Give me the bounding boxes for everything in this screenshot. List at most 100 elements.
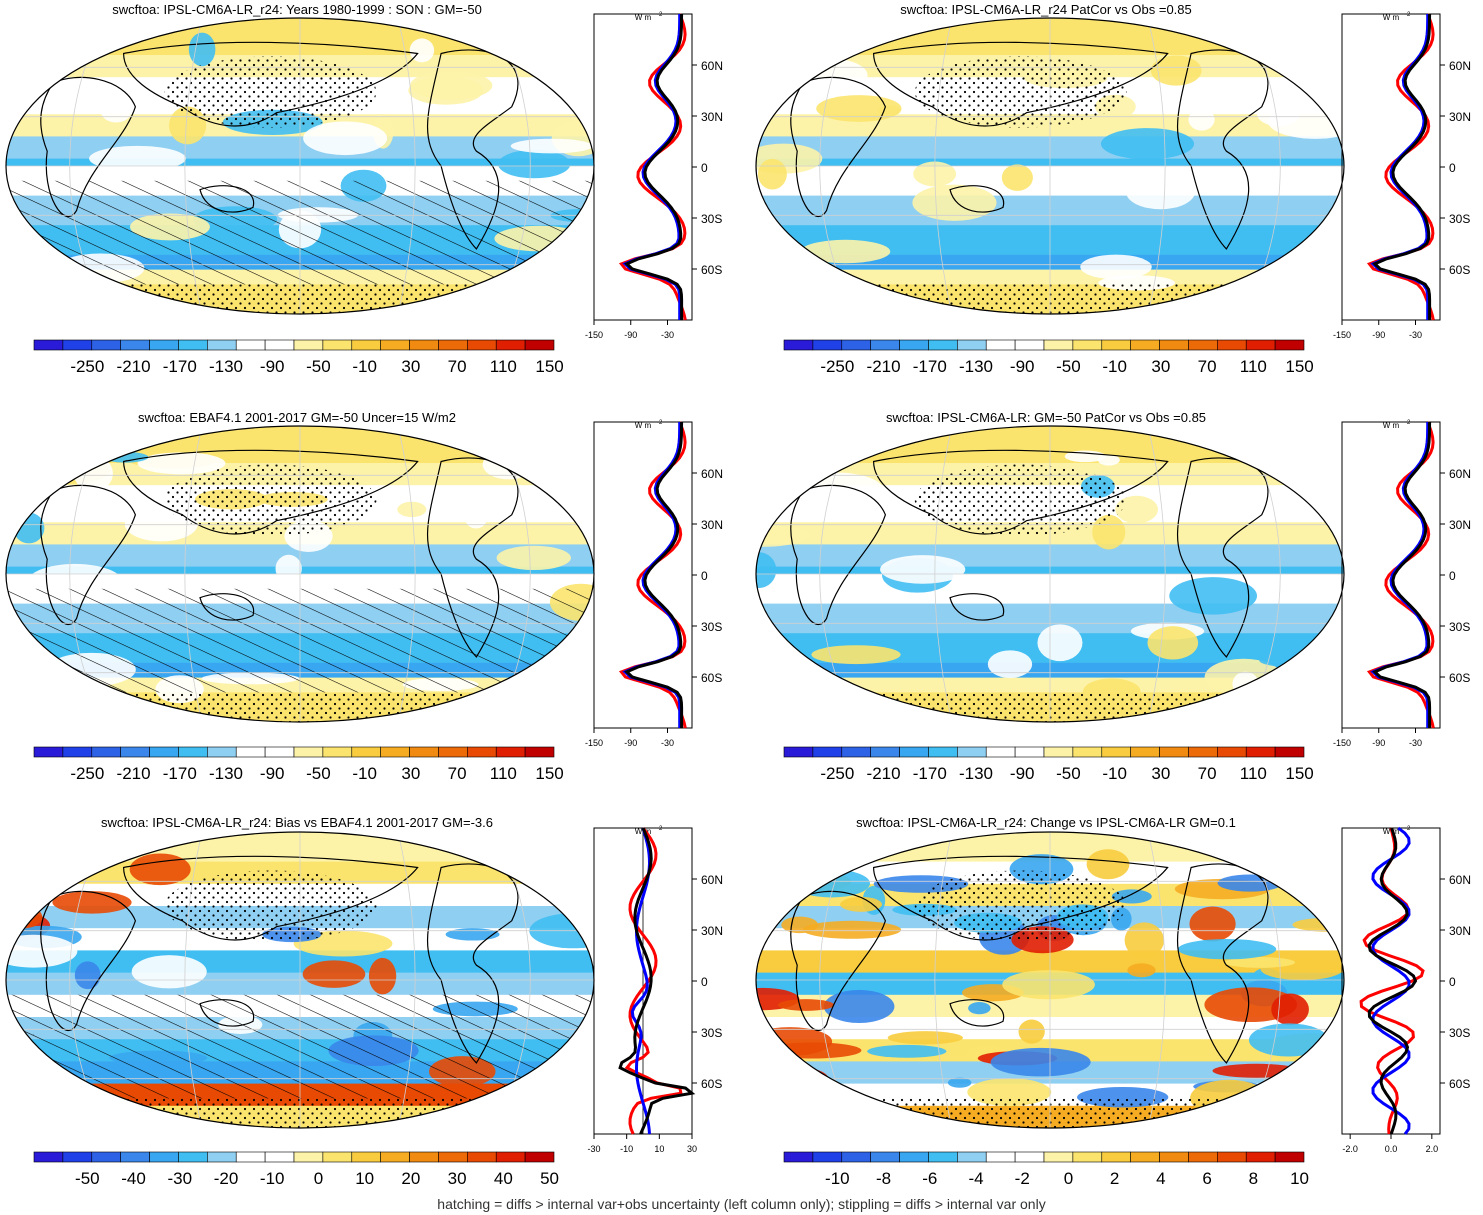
colorbar-swatch [264, 1151, 295, 1163]
colorbar-label: -50 [1056, 764, 1081, 783]
colorbar-swatch [178, 339, 208, 351]
colorbar-label: -90 [260, 357, 285, 376]
colorbar-label: -250 [820, 764, 854, 783]
colorbar-label: -170 [913, 357, 947, 376]
colorbar-label: -250 [70, 764, 104, 783]
profile-tick-label: -30 [661, 330, 674, 340]
colorbar-swatch [91, 746, 121, 758]
colorbar-swatch [841, 1151, 871, 1163]
panel-title: swcftoa: IPSL-CM6A-LR_r24: Bias vs EBAF4… [101, 815, 493, 830]
profile-lat-label: 0 [701, 161, 708, 175]
colorbar-swatch [1014, 746, 1045, 758]
colorbar-label: 4 [1156, 1169, 1165, 1188]
colorbar-label: 20 [401, 1169, 420, 1188]
colorbar-swatch [120, 1151, 150, 1163]
colorbar-swatch [409, 339, 439, 351]
colorbar-label: -90 [260, 764, 285, 783]
colorbar-swatch [1101, 1151, 1131, 1163]
map-field [756, 426, 1344, 722]
footer-note: hatching = diffs > internal var+obs unce… [437, 1196, 1046, 1212]
profile-lat-label: 30N [701, 110, 723, 124]
panel-title: swcftoa: IPSL-CM6A-LR_r24: Years 1980-19… [112, 2, 482, 17]
map-field [6, 832, 594, 1128]
colorbar-swatch [1043, 339, 1074, 351]
profile-lat-label: 60S [1449, 671, 1470, 685]
colorbar-swatch [322, 339, 353, 351]
colorbar-swatch [149, 339, 179, 351]
profile-lat-label: 60S [1449, 1077, 1470, 1091]
profile-lat-label: 60S [701, 263, 722, 277]
colorbar-swatch [1101, 746, 1131, 758]
profile-lat-label: 30S [1449, 212, 1470, 226]
profile-tick-label: 2.0 [1426, 1144, 1439, 1154]
colorbar-swatch [351, 1151, 381, 1163]
colorbar-label: 110 [1240, 357, 1267, 376]
colorbar-swatch [1159, 746, 1189, 758]
profile-tick-label: -90 [1372, 330, 1385, 340]
colorbar-label: -210 [117, 357, 151, 376]
colorbar-swatch [62, 746, 93, 758]
colorbar-label: -10 [260, 1169, 285, 1188]
colorbar-label: 30 [1151, 357, 1170, 376]
profile-lat-label: 60S [1449, 263, 1470, 277]
zonal-profile: W m -2 60N 30N 0 30S 60S -150 -90 -30 [585, 420, 723, 748]
colorbar-swatch [467, 746, 497, 758]
colorbar-label: -10 [352, 764, 377, 783]
colorbar-swatch [870, 1151, 900, 1163]
profile-lat-label: 60N [701, 467, 723, 481]
colorbar-swatch [495, 339, 526, 351]
colorbar-swatch [264, 339, 295, 351]
colorbar-swatch [293, 339, 324, 351]
colorbar-swatch [1217, 1151, 1247, 1163]
colorbar-label: -40 [121, 1169, 146, 1188]
profile-lat-label: 60S [701, 671, 722, 685]
colorbar-label: -8 [876, 1169, 891, 1188]
colorbar-label: -4 [968, 1169, 983, 1188]
profile-tick-label: -10 [620, 1144, 633, 1154]
colorbar-label: -20 [214, 1169, 239, 1188]
colorbar-swatch [380, 746, 410, 758]
colorbar-swatch [409, 746, 439, 758]
colorbar-label: 150 [1285, 764, 1313, 783]
colorbar: -50 -40 -30 -20 -10 0 10 20 30 40 50 [33, 1151, 559, 1188]
colorbar-swatch [120, 746, 150, 758]
colorbar-label: -50 [306, 764, 331, 783]
colorbar-swatch [899, 746, 929, 758]
colorbar-swatch [1043, 746, 1074, 758]
colorbar-swatch [1043, 1151, 1074, 1163]
colorbar-label: -10 [352, 357, 377, 376]
colorbar-label: 10 [1290, 1169, 1309, 1188]
colorbar-label: 40 [494, 1169, 513, 1188]
profile-mean-line [1372, 13, 1432, 320]
profile-lat-label: 30N [1449, 110, 1471, 124]
colorbar-swatch [33, 746, 64, 758]
profile-lat-label: 30S [701, 212, 722, 226]
colorbar-label: 110 [1240, 764, 1267, 783]
colorbar-swatch [62, 1151, 93, 1163]
map-border [755, 425, 1345, 723]
colorbar-swatch [438, 339, 468, 351]
colorbar-label: -170 [163, 764, 197, 783]
colorbar-swatch [870, 746, 900, 758]
colorbar-swatch [235, 746, 266, 758]
panel-1: swcftoa: IPSL-CM6A-LR_r24: Years 1980-19… [5, 2, 723, 376]
colorbar-label: 30 [401, 764, 420, 783]
profile-lat-label: 60N [1449, 873, 1471, 887]
colorbar-label: 30 [1151, 764, 1170, 783]
map-field [6, 426, 594, 722]
colorbar-swatch [178, 1151, 208, 1163]
colorbar-label: -50 [75, 1169, 100, 1188]
profile-lat-label: 30S [1449, 620, 1470, 634]
profile-tick-label: -90 [624, 330, 637, 340]
profile-unit-exp: -2 [1405, 12, 1411, 18]
colorbar-swatch [841, 339, 871, 351]
profile-unit-exp: -2 [657, 826, 663, 832]
colorbar-swatch [783, 1151, 814, 1163]
colorbar-label: -50 [1056, 357, 1081, 376]
colorbar-swatch [467, 1151, 497, 1163]
profile-tick-label: -150 [1333, 738, 1351, 748]
profile-mean-line [624, 421, 684, 728]
colorbar-swatch [1130, 746, 1160, 758]
